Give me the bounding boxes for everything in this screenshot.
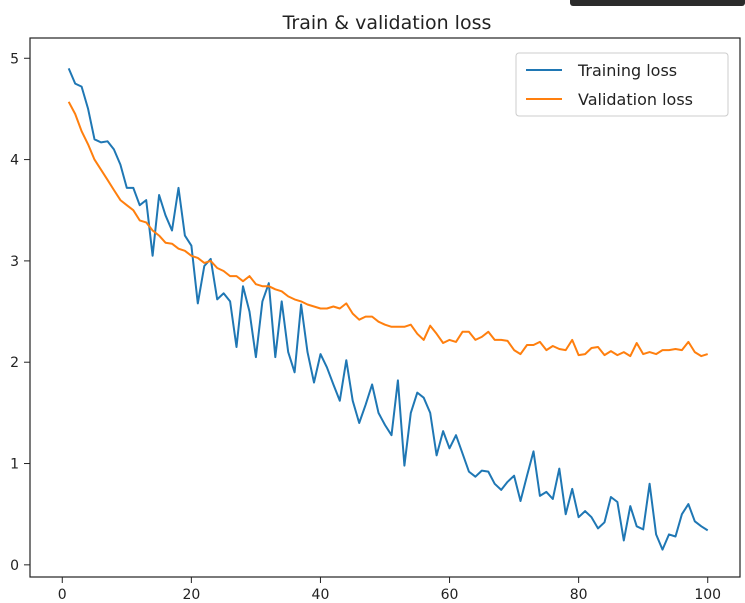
legend-label-training: Training loss xyxy=(577,61,677,80)
y-tick-label: 5 xyxy=(10,51,19,67)
y-tick-label: 3 xyxy=(10,254,19,270)
axes-frame xyxy=(29,37,741,578)
x-tick-label: 0 xyxy=(58,587,67,603)
overlay-toolbar-edge xyxy=(570,0,745,6)
training-loss-line xyxy=(67,68,709,551)
legend-box xyxy=(515,52,729,117)
validation-loss-line xyxy=(67,101,708,358)
x-tick-label: 100 xyxy=(694,587,721,603)
legend: Training loss Validation loss xyxy=(515,52,729,117)
y-tick-label: 4 xyxy=(10,153,19,169)
y-tick-label: 2 xyxy=(10,355,19,371)
x-tick-label: 40 xyxy=(312,587,330,603)
x-tick-label: 60 xyxy=(441,587,459,603)
x-tick-label: 80 xyxy=(570,587,588,603)
x-tick-label: 20 xyxy=(182,587,200,603)
legend-label-validation: Validation loss xyxy=(578,90,693,109)
chart-title: Train & validation loss xyxy=(282,12,492,34)
y-tick-label: 0 xyxy=(10,558,19,574)
y-tick-label: 1 xyxy=(10,457,19,473)
